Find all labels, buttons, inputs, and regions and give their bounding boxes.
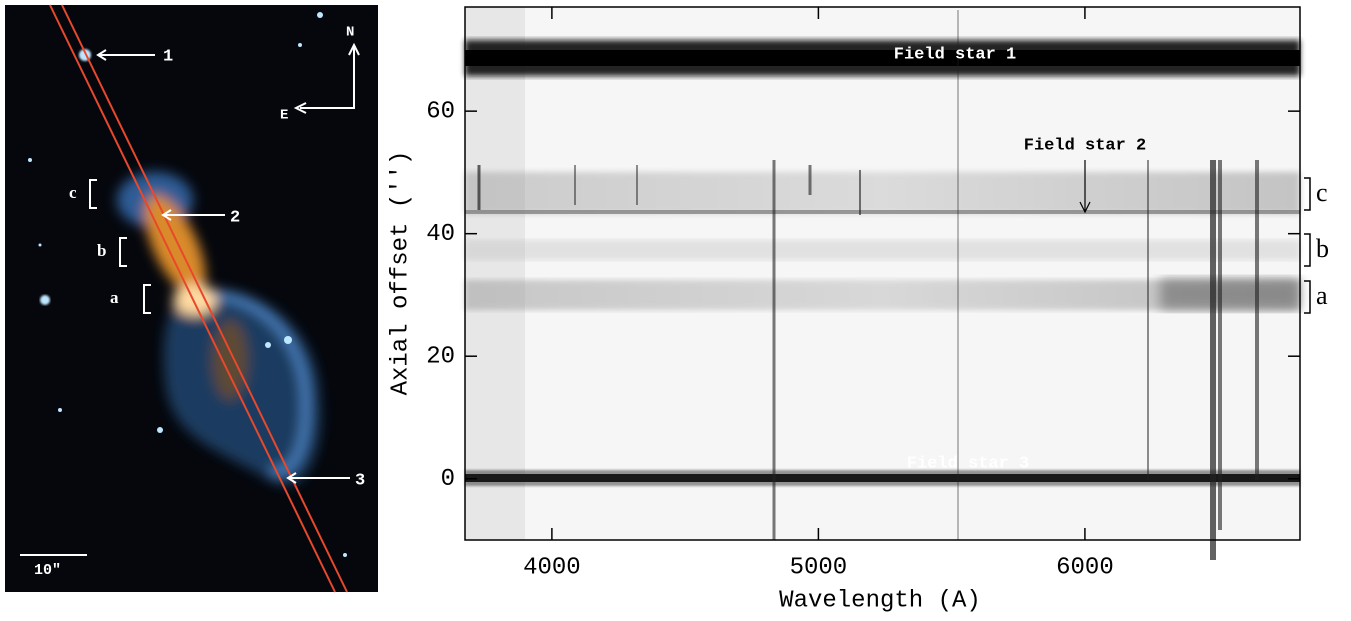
plot-frame (464, 6, 1301, 541)
x-axis-label: Wavelength (A) (779, 587, 981, 614)
annotation: Field star 1 (894, 45, 1016, 64)
image-markers (20, 42, 360, 556)
compass-label: N (346, 25, 354, 41)
image-labels: 1 2 3 c b a N E 10" (34, 25, 365, 579)
region-label: b (97, 241, 106, 260)
y-tick-label: 40 (426, 221, 455, 248)
marker-label: 2 (230, 208, 240, 227)
region-label: b (1316, 234, 1329, 263)
x-tick-label: 4000 (523, 554, 581, 581)
scale-label: 10" (34, 562, 61, 579)
y-tick-label: 60 (426, 98, 455, 125)
compass-label: E (280, 108, 288, 124)
annotations: Field star 1 Field star 2 Field star 3 (894, 45, 1146, 473)
spectrum-panel: Field star 1 Field star 2 Field star 3 c… (387, 6, 1329, 614)
y-tick-label: 0 (441, 466, 455, 493)
y-axis-label: Axial offset ('') (387, 151, 414, 396)
plot-background (465, 7, 1300, 540)
region-brackets (1304, 177, 1311, 314)
noise-edge (465, 7, 525, 540)
annotation: Field star 3 (907, 454, 1029, 473)
region-label: a (1316, 281, 1328, 310)
marker-label: 3 (355, 471, 365, 490)
x-tick-label: 5000 (790, 554, 848, 581)
slit (49, 4, 348, 593)
annotation: Field star 2 (1024, 136, 1146, 155)
field-star-arrow (1079, 160, 1091, 214)
marker-label: 1 (163, 47, 173, 66)
region-labels: c b a (1316, 178, 1329, 310)
x-tick-label: 6000 (1056, 554, 1114, 581)
spectral-bands (465, 40, 1300, 486)
region-label: c (69, 183, 77, 202)
emission-lines (477, 10, 1259, 560)
region-label: c (1316, 178, 1328, 207)
nebula-image: 1 2 3 c b a N E 10" (5, 4, 378, 593)
y-tick-label: 20 (426, 344, 455, 371)
region-label: a (110, 288, 119, 307)
